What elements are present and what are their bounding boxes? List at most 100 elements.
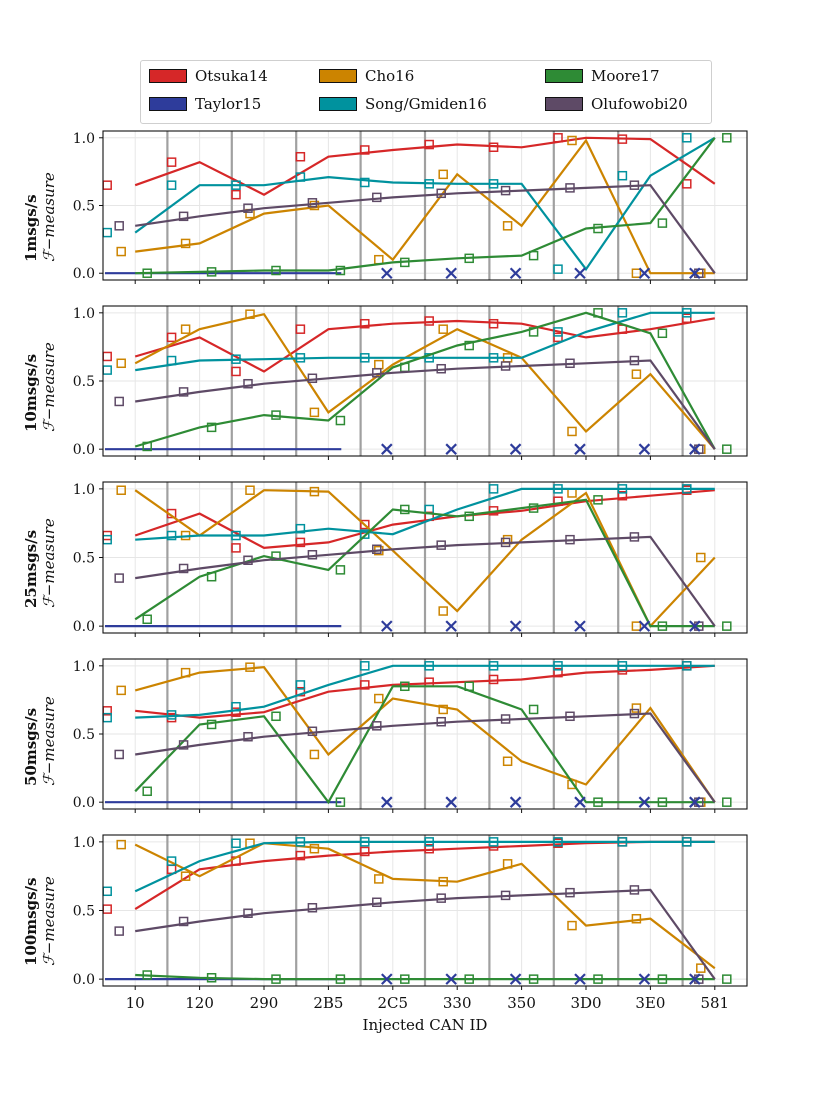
data-point-box xyxy=(500,890,511,901)
data-point-box xyxy=(528,327,539,337)
data-point-box xyxy=(631,913,642,924)
data-point-box xyxy=(295,151,306,162)
data-point-box xyxy=(335,797,346,807)
data-point-box xyxy=(553,327,563,337)
ytick-label: 0.0 xyxy=(73,266,95,282)
data-point-box xyxy=(295,680,306,690)
xtick-label: 350 xyxy=(507,994,536,1012)
data-point-box xyxy=(102,886,112,897)
data-point-box xyxy=(400,681,410,692)
data-point-box xyxy=(178,563,189,574)
data-point-box xyxy=(166,530,177,541)
missing-marker xyxy=(689,620,701,632)
data-point-box xyxy=(116,839,126,850)
series-line-cho16 xyxy=(134,842,716,970)
data-point-box xyxy=(631,621,642,631)
data-point-box xyxy=(657,218,668,228)
legend-label-otsuka14: Otsuka14 xyxy=(195,67,268,85)
data-point-box xyxy=(722,974,732,984)
data-point-box xyxy=(231,530,241,541)
ytick-label: 0.0 xyxy=(73,619,95,635)
xtick-label: 330 xyxy=(443,994,472,1012)
data-point-box xyxy=(360,318,370,329)
data-point-box xyxy=(464,253,474,264)
data-point-box xyxy=(206,719,217,730)
data-point-box xyxy=(631,703,642,713)
data-point-box xyxy=(374,359,384,370)
data-point-box xyxy=(372,368,382,378)
data-point-box xyxy=(682,837,692,847)
data-point-box xyxy=(335,415,346,426)
data-point-box xyxy=(206,973,217,983)
legend-label-olufowobi20: Olufowobi20 xyxy=(591,95,688,113)
data-point-box xyxy=(593,223,603,234)
ytick-label: 0.0 xyxy=(73,795,95,811)
legend-item-taylor15: Taylor15 xyxy=(149,95,261,113)
data-point-box xyxy=(180,667,191,678)
panel-1: 0.0 0.5 1.0 xyxy=(73,130,748,284)
ytick-label: 0.5 xyxy=(73,374,95,390)
data-point-box xyxy=(206,422,217,433)
data-point-box xyxy=(206,571,217,582)
data-point-box xyxy=(102,904,112,914)
data-point-box xyxy=(528,250,539,261)
missing-marker xyxy=(638,620,651,632)
data-point-box xyxy=(335,974,346,984)
data-point-box xyxy=(307,373,318,384)
panel-5: 0.0 0.5 1.0 xyxy=(73,834,748,990)
panel-3: 0.0 0.5 1.0 xyxy=(73,481,748,637)
series-line-moore17 xyxy=(135,137,716,275)
series-line-moore17 xyxy=(135,973,715,981)
data-point-box xyxy=(271,265,281,276)
data-point-box xyxy=(271,974,281,984)
data-point-box xyxy=(567,488,577,498)
xtick-label: 3E0 xyxy=(635,994,665,1012)
legend: Otsuka14 Taylor15 Cho16 Song/Gmiden16 Mo… xyxy=(140,60,712,124)
missing-marker xyxy=(574,796,586,808)
missing-marker xyxy=(509,443,522,455)
data-point-box xyxy=(488,318,499,329)
data-point-box xyxy=(500,185,511,196)
data-point-box xyxy=(617,484,628,494)
data-point-box xyxy=(424,837,434,847)
legend-item-otsuka14: Otsuka14 xyxy=(149,67,268,85)
data-point-box xyxy=(231,838,241,848)
data-point-box xyxy=(565,711,575,722)
data-point-box xyxy=(553,133,563,143)
missing-marker xyxy=(445,267,457,280)
data-point-box xyxy=(307,903,318,913)
legend-item-moore17: Moore17 xyxy=(545,67,660,85)
data-point-box xyxy=(565,358,575,369)
data-point-box xyxy=(295,172,306,182)
data-point-box xyxy=(102,180,112,190)
data-point-box xyxy=(438,876,448,887)
data-point-box xyxy=(528,704,539,715)
data-point-box xyxy=(629,708,640,719)
data-point-box xyxy=(424,139,434,150)
data-point-box xyxy=(231,366,241,377)
data-point-box xyxy=(243,908,253,918)
data-point-box xyxy=(553,496,563,506)
missing-marker xyxy=(689,796,701,808)
data-point-box xyxy=(335,265,346,276)
data-point-box xyxy=(464,340,474,351)
missing-marker xyxy=(509,620,522,632)
data-point-box xyxy=(114,396,124,407)
ytick-label: 1.0 xyxy=(73,131,95,147)
data-point-box xyxy=(231,701,241,712)
data-point-box xyxy=(102,227,112,238)
legend-swatch-olufowobi20 xyxy=(545,97,583,111)
data-point-box xyxy=(657,621,668,631)
xtick-label: 2B5 xyxy=(313,994,343,1012)
missing-marker xyxy=(509,973,522,985)
data-point-box xyxy=(488,661,499,671)
data-point-box xyxy=(722,444,732,454)
data-point-box xyxy=(335,565,346,575)
data-point-box xyxy=(309,200,320,211)
data-point-box xyxy=(488,837,499,847)
data-point-box xyxy=(553,661,563,671)
data-point-box xyxy=(722,621,732,631)
legend-label-cho16: Cho16 xyxy=(365,67,415,85)
missing-marker xyxy=(381,443,393,455)
data-point-box xyxy=(553,264,563,274)
